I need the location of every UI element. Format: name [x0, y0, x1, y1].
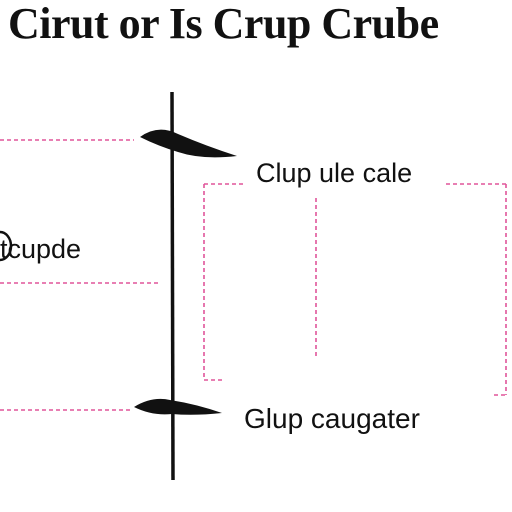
guide-lines: [0, 139, 508, 411]
vertical-axis: [170, 91, 175, 481]
page-title: Cirut or Is Crup Crube: [8, 0, 439, 48]
top-right-label: Clup ule cale: [256, 158, 413, 188]
bottom-blade-marker: [134, 398, 222, 415]
top-blade-marker: [140, 129, 237, 158]
axis-strokes: [134, 91, 237, 481]
bottom-right-label: Glup caugater: [244, 403, 420, 434]
left-label: tcupde: [0, 234, 82, 264]
left-partial-circle: [0, 230, 13, 262]
